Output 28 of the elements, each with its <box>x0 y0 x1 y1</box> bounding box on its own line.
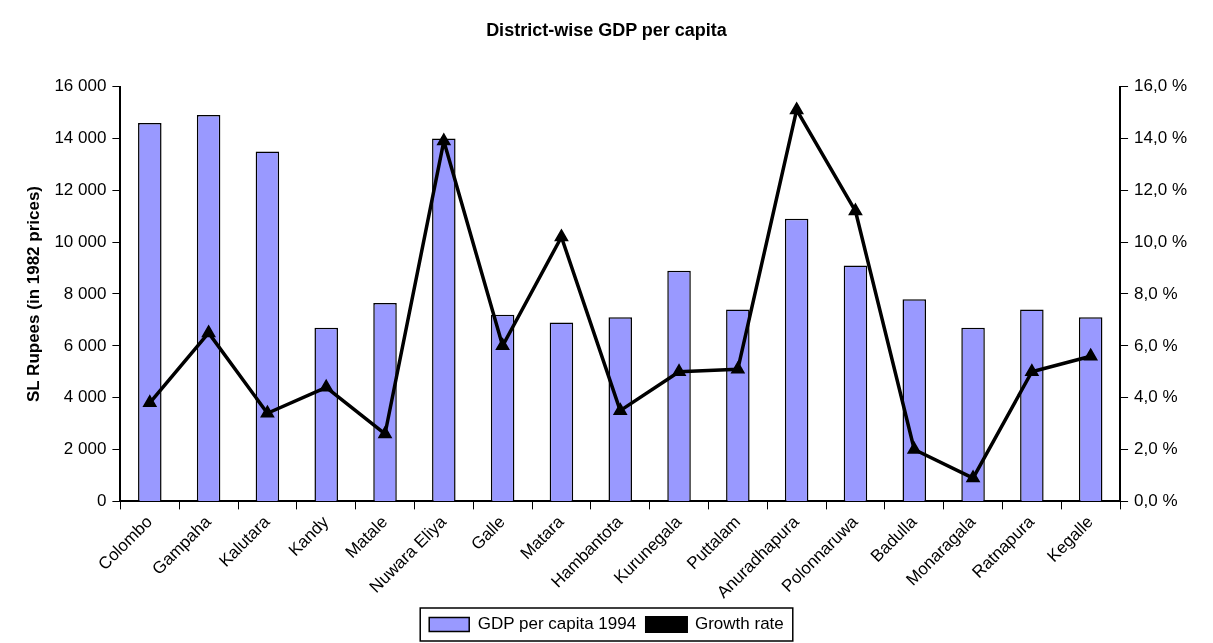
point <box>672 365 686 377</box>
point <box>614 403 627 415</box>
y-tick-label: 14 000 <box>54 128 107 148</box>
y2-tick-label: 16,0 % <box>1134 76 1188 96</box>
y2-tick-label: 10,0 % <box>1134 231 1188 251</box>
y2-tick-label: 6,0 % <box>1134 335 1178 355</box>
y-tick-label: 8 000 <box>63 283 107 303</box>
y-tick-label: 2 000 <box>63 439 107 459</box>
y2-tick-label: 14,0 % <box>1134 128 1188 148</box>
y2-tick-label: 2,0 % <box>1134 439 1178 459</box>
point <box>320 378 334 392</box>
y-tick-label: 6 000 <box>63 335 107 355</box>
y-tick-label: 0 <box>96 491 107 511</box>
y2-tick-label: 12,0 % <box>1134 179 1188 199</box>
y-tick-label: 12 000 <box>54 179 107 199</box>
y2-tick-label: 0,0 % <box>1134 491 1178 511</box>
legend-label: GDP per capita 1994 <box>477 614 637 634</box>
y-axis-title: SL Rupees (in 1982 prices) <box>23 185 43 403</box>
y-tick-label: 4 000 <box>63 387 107 407</box>
y2-tick-label: 8,0 % <box>1134 283 1178 303</box>
y-tick-label: 10 000 <box>54 231 107 251</box>
point <box>966 471 980 483</box>
chart-title: District-wise GDP per capita <box>486 19 728 40</box>
y2-tick-label: 4,0 % <box>1134 387 1178 407</box>
legend-label: Growth rate <box>694 614 784 634</box>
y-tick-label: 16 000 <box>54 76 107 96</box>
point <box>908 442 921 454</box>
point <box>378 427 392 439</box>
